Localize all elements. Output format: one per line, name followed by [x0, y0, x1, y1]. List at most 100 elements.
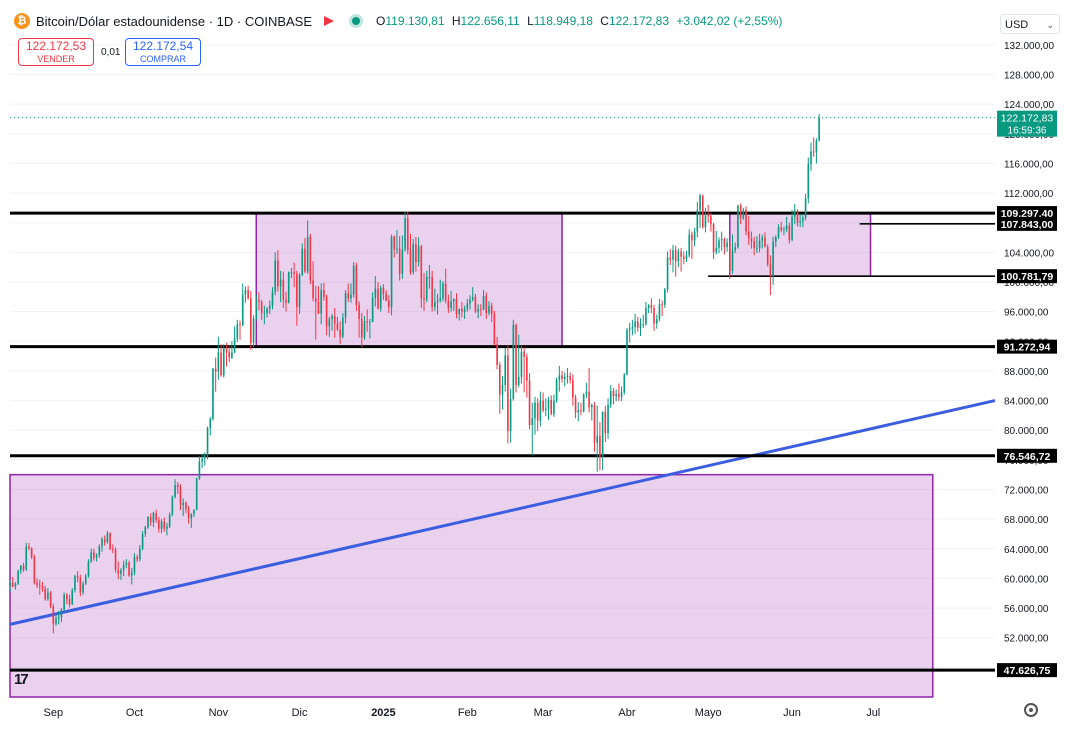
candle-body: [423, 298, 425, 300]
sell-button[interactable]: 122.172,53 VENDER: [18, 38, 94, 66]
y-tick-label: 60.000,00: [1004, 574, 1049, 585]
candle-body: [63, 594, 65, 610]
candle-body: [112, 548, 114, 550]
candle: [774, 235, 777, 248]
candle: [574, 394, 577, 419]
candle-body: [114, 549, 117, 570]
candle: [47, 588, 49, 601]
candle: [282, 271, 285, 308]
candle: [82, 581, 84, 595]
y-tick-label: 64.000,00: [1004, 545, 1049, 556]
candle-body: [390, 236, 393, 308]
candle-body: [290, 272, 293, 274]
candle-body: [609, 390, 612, 406]
candle-body: [17, 571, 19, 584]
candle-body: [38, 585, 41, 587]
candle: [190, 513, 193, 529]
candle-body: [645, 307, 647, 325]
candle: [301, 243, 304, 277]
candle-body: [504, 355, 507, 385]
candle-body: [572, 379, 574, 398]
candle-body: [710, 216, 712, 225]
symbol-title[interactable]: Bitcoin/Dólar estadounidense · 1D · COIN…: [36, 13, 313, 29]
candle: [120, 568, 122, 580]
candle: [136, 554, 138, 563]
candle: [266, 307, 268, 318]
candle: [469, 295, 471, 310]
candle-body: [444, 283, 447, 301]
candle: [366, 309, 369, 332]
candle-body: [523, 351, 525, 357]
candle-body: [739, 205, 742, 219]
y-tick-label: 128.000,00: [1004, 70, 1054, 81]
candle: [658, 299, 661, 322]
currency-select[interactable]: USD ⌄: [1000, 14, 1060, 34]
candle-body: [57, 616, 60, 619]
candle-body: [691, 234, 693, 241]
candle: [147, 516, 149, 529]
candle-body: [20, 565, 22, 572]
candle: [333, 307, 336, 338]
candle-body: [47, 592, 49, 600]
candle-body: [90, 552, 92, 562]
candle-body: [128, 562, 130, 576]
candle-body: [333, 316, 336, 324]
candle-body: [669, 257, 672, 260]
candle: [528, 373, 531, 430]
candle-body: [371, 297, 374, 322]
candle-body: [30, 548, 33, 557]
candle: [810, 142, 812, 171]
candle-body: [398, 248, 401, 274]
candle: [247, 285, 249, 300]
candle: [434, 288, 436, 311]
candle-body: [125, 562, 128, 566]
candle: [439, 279, 442, 303]
candle: [415, 236, 417, 272]
candle: [33, 554, 36, 585]
flag-icon[interactable]: [324, 16, 335, 26]
spread-value: 0,01: [101, 47, 121, 58]
candle-body: [425, 276, 428, 300]
candle: [309, 233, 312, 285]
candle: [22, 562, 25, 572]
candle: [728, 241, 731, 280]
candle-body: [582, 394, 585, 412]
candle: [756, 236, 758, 254]
candle-body: [152, 513, 155, 523]
candle: [277, 250, 279, 292]
settings-icon[interactable]: [1024, 703, 1038, 717]
candle-body: [720, 238, 723, 241]
candle-body: [482, 296, 485, 310]
tradingview-logo[interactable]: 17: [14, 671, 29, 688]
candle-body: [25, 546, 28, 570]
candle-body: [84, 575, 87, 584]
candle: [561, 370, 563, 383]
candle: [447, 294, 450, 314]
candle: [764, 232, 766, 248]
candle-body: [734, 247, 737, 251]
candle-body: [41, 585, 44, 589]
level-tag-text: 107.843,00: [1001, 219, 1054, 231]
candle-body: [561, 375, 563, 380]
candle-body: [550, 399, 553, 414]
candle-body: [44, 588, 46, 600]
candle: [320, 283, 323, 325]
candle-body: [101, 539, 103, 547]
buy-button[interactable]: 122.172,54 COMPRAR: [125, 38, 201, 66]
candle-body: [74, 576, 76, 591]
candle: [158, 516, 160, 533]
y-tick-label: 104.000,00: [1004, 248, 1054, 259]
candle: [466, 299, 469, 312]
x-tick-label: Sep: [44, 707, 64, 719]
candle-body: [155, 513, 157, 520]
candle-body: [279, 279, 282, 287]
candle: [325, 294, 328, 336]
candle: [599, 422, 601, 471]
candle: [382, 284, 385, 300]
candle: [214, 357, 217, 392]
bitcoin-icon: ₿: [14, 13, 30, 29]
candle: [485, 292, 488, 320]
candle: [36, 578, 38, 589]
candle: [699, 193, 701, 228]
